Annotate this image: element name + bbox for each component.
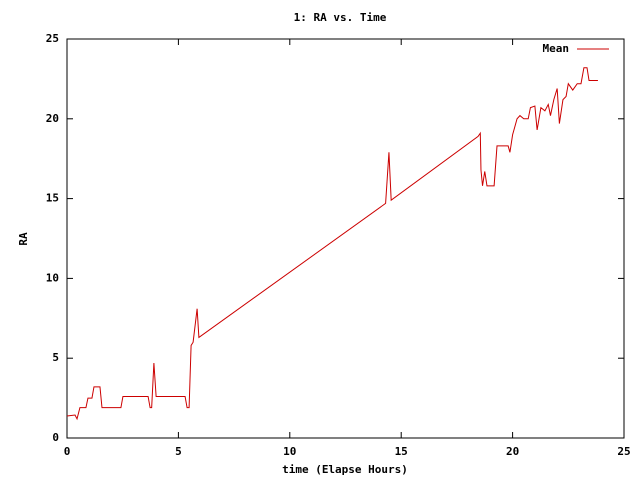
plot-frame [66, 38, 625, 439]
y-tick-label: 25 [46, 32, 59, 45]
x-tick-label: 20 [506, 445, 519, 458]
x-tick-label: 10 [283, 445, 296, 458]
x-tick-label: 5 [175, 445, 182, 458]
x-tick-label: 15 [395, 445, 408, 458]
y-axis-label: RA [17, 232, 30, 246]
x-tick-label: 0 [64, 445, 71, 458]
y-tick-label: 0 [52, 431, 59, 444]
y-tick-label: 15 [46, 192, 59, 205]
chart-title: 1: RA vs. Time [294, 11, 387, 24]
x-tick-label: 25 [617, 445, 630, 458]
x-axis-label: time (Elapse Hours) [282, 463, 408, 476]
y-tick-label: 10 [46, 271, 59, 284]
y-tick-label: 20 [46, 112, 59, 125]
y-tick-label: 5 [52, 351, 59, 364]
legend-label: Mean [543, 42, 570, 55]
data-line [66, 67, 598, 421]
